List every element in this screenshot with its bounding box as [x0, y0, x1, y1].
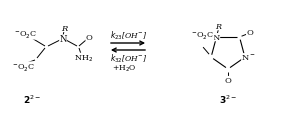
Text: NH$_2$: NH$_2$	[74, 53, 94, 64]
Text: $^{-}$: $^{-}$	[249, 52, 255, 60]
Text: O: O	[85, 34, 93, 42]
Text: $^{-}$O$_2$C: $^{-}$O$_2$C	[12, 62, 35, 73]
Text: $k_{32}$[OH$^{-}$]: $k_{32}$[OH$^{-}$]	[110, 52, 147, 65]
Text: $\mathbf{3}^{2-}$: $\mathbf{3}^{2-}$	[219, 93, 237, 105]
Text: +H$_2$O: +H$_2$O	[112, 63, 136, 74]
Text: R: R	[215, 23, 221, 31]
Text: $\mathbf{2}^{2-}$: $\mathbf{2}^{2-}$	[23, 93, 41, 105]
Text: N: N	[213, 34, 220, 42]
Text: R: R	[61, 25, 67, 33]
Text: O: O	[225, 76, 231, 84]
Text: N: N	[59, 35, 67, 44]
Text: O: O	[246, 29, 253, 37]
Text: $^{-}$O$_2$C: $^{-}$O$_2$C	[14, 29, 37, 40]
Text: $^{-}$O$_2$C: $^{-}$O$_2$C	[191, 30, 214, 41]
Text: N: N	[241, 54, 248, 62]
Text: $k_{23}$[OH$^{-}$]: $k_{23}$[OH$^{-}$]	[110, 29, 147, 42]
